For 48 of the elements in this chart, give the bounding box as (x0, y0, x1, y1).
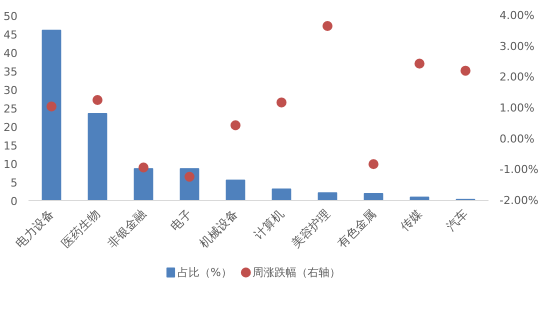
point (276, 97, 286, 108)
point (322, 20, 332, 31)
y-tick-label: 35 (4, 66, 18, 78)
bar (134, 168, 154, 200)
y-tick-label: 45 (4, 28, 18, 42)
bar (364, 192, 384, 200)
point (230, 120, 240, 130)
legend-label: 周涨跌幅（右轴） (252, 266, 341, 279)
y-tick-label: 20 (4, 121, 18, 134)
y-tick-label: 30 (4, 84, 18, 97)
y-tick-label: 10 (4, 158, 18, 171)
y-tick-label: 50 (4, 10, 18, 23)
bar (88, 113, 108, 200)
point (460, 66, 470, 76)
y-tick-label: 0 (10, 195, 18, 208)
y-tick-label: 5 (10, 176, 18, 190)
y2-tick-label: 3.00% (500, 40, 534, 53)
bar (318, 192, 338, 200)
y2-tick-label: 2.00% (500, 70, 534, 84)
y2-tick-label: -1.00% (500, 163, 538, 176)
y2-tick-label: -2.00% (500, 194, 538, 207)
legend-label: 占比（%） (178, 266, 232, 279)
x-tick-label: 传媒 (398, 206, 424, 234)
point (92, 94, 102, 105)
x-tick-label: 美容护理 (288, 206, 332, 250)
bar (42, 30, 62, 200)
bar (226, 180, 246, 200)
y-tick-label: 15 (4, 140, 18, 152)
y-tick-label: 40 (4, 47, 18, 60)
bar (410, 196, 430, 200)
x-tick-label: 医药生物 (58, 206, 102, 250)
y-tick-label: 25 (4, 102, 18, 116)
point (368, 159, 378, 170)
x-tick-label: 电力设备 (12, 206, 56, 250)
point (184, 172, 194, 182)
point (46, 101, 56, 112)
y2-tick-label: 0.00% (500, 132, 534, 146)
x-tick-label: 机械设备 (196, 206, 240, 250)
point (414, 58, 424, 69)
x-tick-label: 有色金属 (334, 206, 378, 250)
x-tick-label: 汽车 (444, 206, 470, 234)
y2-tick-label: 1.00% (500, 102, 534, 114)
point (138, 162, 148, 172)
y2-tick-label: 4.00% (500, 9, 534, 22)
x-tick-label: 非银金融 (104, 206, 148, 250)
x-tick-label: 电子 (168, 206, 194, 234)
x-tick-label: 计算机 (251, 206, 286, 242)
bar (272, 188, 292, 200)
